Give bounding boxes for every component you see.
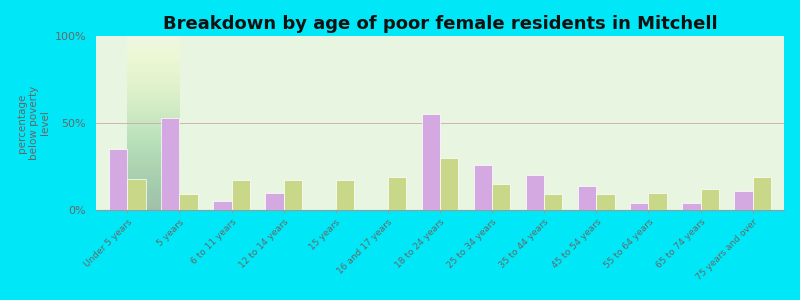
Bar	[109, 149, 127, 210]
Bar	[526, 175, 544, 210]
Bar	[630, 203, 649, 210]
Bar	[127, 179, 146, 210]
Bar	[596, 194, 614, 210]
Bar	[734, 191, 753, 210]
Bar	[701, 189, 719, 210]
Bar	[492, 184, 510, 210]
Bar	[440, 158, 458, 210]
Bar	[161, 118, 179, 210]
Bar	[544, 194, 562, 210]
Bar	[214, 201, 231, 210]
Y-axis label: percentage
below poverty
level: percentage below poverty level	[18, 86, 50, 160]
Bar	[388, 177, 406, 210]
Bar	[231, 180, 250, 210]
Bar	[753, 177, 771, 210]
Bar	[336, 180, 354, 210]
Bar	[179, 194, 198, 210]
Title: Breakdown by age of poor female residents in Mitchell: Breakdown by age of poor female resident…	[162, 15, 718, 33]
Bar	[284, 180, 302, 210]
Bar	[266, 193, 284, 210]
Bar	[578, 186, 596, 210]
Bar	[422, 114, 440, 210]
Bar	[682, 203, 701, 210]
Bar	[474, 165, 492, 210]
Bar	[649, 193, 666, 210]
